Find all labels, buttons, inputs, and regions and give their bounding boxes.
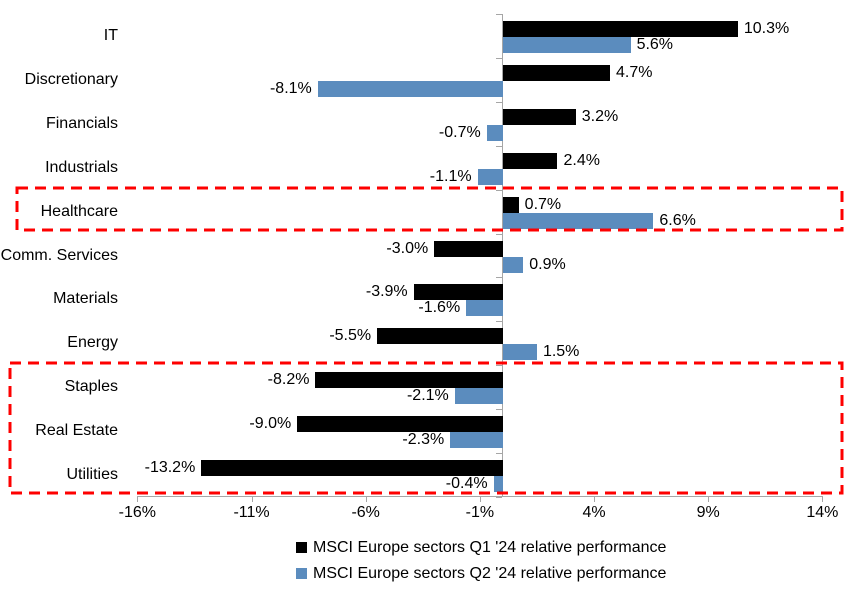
y-axis-tick xyxy=(496,57,503,59)
value-label-q2-real-estate: -2.3% xyxy=(402,431,445,449)
x-axis-tick xyxy=(822,496,824,502)
x-tick-label: -6% xyxy=(351,504,380,521)
bar-q2-financials xyxy=(486,124,503,141)
value-label-q1-materials: -3.9% xyxy=(365,283,408,301)
value-label-q2-healthcare: 6.6% xyxy=(659,211,696,229)
x-axis-tick xyxy=(708,496,710,502)
bar-q1-staples xyxy=(315,372,503,389)
legend: MSCI Europe sectors Q1 '24 relative perf… xyxy=(296,538,666,590)
legend-label-q2: MSCI Europe sectors Q2 '24 relative perf… xyxy=(313,564,667,582)
category-label-financials: Financials xyxy=(45,114,118,132)
value-label-q1-utilities: -13.2% xyxy=(144,459,196,477)
category-label-discretionary: Discretionary xyxy=(24,70,118,88)
x-axis-tick xyxy=(251,496,253,502)
bar-q1-energy xyxy=(377,328,503,345)
value-label-q1-healthcare: 0.7% xyxy=(524,195,562,213)
category-label-utilities: Utilities xyxy=(66,466,118,484)
bar-q1-utilities xyxy=(201,460,503,477)
bar-q1-it xyxy=(502,21,738,37)
value-label-q1-energy: -5.5% xyxy=(329,327,372,345)
x-tick-label: 9% xyxy=(696,504,720,521)
category-label-real-estate: Real Estate xyxy=(35,422,118,440)
bar-q2-comm-services xyxy=(502,256,524,273)
x-axis-tick xyxy=(594,496,596,502)
value-label-q1-it: 10.3% xyxy=(743,20,790,37)
value-label-q2-financials: -0.7% xyxy=(438,123,481,141)
y-axis-tick xyxy=(496,189,503,191)
value-label-q2-energy: 1.5% xyxy=(542,343,580,361)
bar-q1-industrials xyxy=(502,152,558,169)
value-label-q2-staples: -2.1% xyxy=(406,387,449,405)
bar-q1-healthcare xyxy=(502,196,519,213)
value-label-q1-financials: 3.2% xyxy=(581,107,619,125)
x-axis-tick xyxy=(365,496,367,502)
bar-q2-utilities xyxy=(493,476,503,493)
bar-q2-industrials xyxy=(477,168,503,185)
bar-q1-comm-services xyxy=(434,240,503,257)
y-axis-tick xyxy=(496,321,503,323)
legend-item-q2: MSCI Europe sectors Q2 '24 relative perf… xyxy=(296,564,666,583)
bar-q1-financials xyxy=(502,108,576,125)
y-axis-tick xyxy=(496,145,503,147)
bar-q2-staples xyxy=(454,388,503,405)
value-label-q2-discretionary: -8.1% xyxy=(269,79,312,97)
category-label-comm-services: Comm. Services xyxy=(0,246,118,264)
bar-q2-healthcare xyxy=(502,212,654,229)
category-label-healthcare: Healthcare xyxy=(40,202,118,220)
bar-q2-discretionary xyxy=(317,80,503,97)
bar-q1-real-estate xyxy=(297,416,503,433)
y-axis-tick xyxy=(496,453,503,455)
category-label-energy: Energy xyxy=(67,334,118,352)
bar-q2-it xyxy=(502,37,631,53)
y-axis-tick xyxy=(496,233,503,235)
value-label-q2-industrials: -1.1% xyxy=(429,167,472,185)
x-tick-label: -16% xyxy=(118,504,157,521)
value-label-q2-materials: -1.6% xyxy=(418,299,461,317)
bar-q2-materials xyxy=(466,300,503,317)
category-label-industrials: Industrials xyxy=(45,158,118,176)
value-label-q1-industrials: 2.4% xyxy=(563,151,600,169)
x-tick-label: -11% xyxy=(233,504,270,521)
category-label-materials: Materials xyxy=(53,290,118,308)
y-axis-tick xyxy=(496,277,503,279)
y-axis-tick xyxy=(496,497,503,498)
value-label-q1-comm-services: -3.0% xyxy=(386,239,429,257)
value-label-q1-real-estate: -9.0% xyxy=(249,415,292,433)
value-label-q2-utilities: -0.4% xyxy=(445,475,488,493)
x-tick-label: 4% xyxy=(582,504,606,521)
legend-label-q1: MSCI Europe sectors Q1 '24 relative perf… xyxy=(313,538,667,556)
q2-series-swatch-icon xyxy=(296,568,307,579)
q1-series-swatch-icon xyxy=(296,542,307,553)
y-axis-tick xyxy=(496,101,503,103)
y-axis-line xyxy=(502,14,504,497)
bar-q2-energy xyxy=(502,344,537,361)
value-label-q1-staples: -8.2% xyxy=(267,371,310,389)
x-tick-label: -1% xyxy=(465,504,495,521)
value-label-q1-discretionary: 4.7% xyxy=(616,63,653,81)
bar-q1-materials xyxy=(413,284,503,301)
legend-item-q1: MSCI Europe sectors Q1 '24 relative perf… xyxy=(296,538,666,557)
x-tick-label: 14% xyxy=(806,504,839,521)
y-axis-tick xyxy=(496,14,503,15)
x-axis-tick xyxy=(479,496,481,502)
bar-q2-real-estate xyxy=(450,432,503,449)
y-axis-tick xyxy=(496,365,503,367)
value-label-q2-it: 5.6% xyxy=(636,36,674,53)
y-axis-tick xyxy=(496,409,503,411)
bar-q1-discretionary xyxy=(502,64,610,81)
category-label-it: IT xyxy=(103,26,118,44)
value-label-q2-comm-services: 0.9% xyxy=(529,255,566,273)
x-axis-tick xyxy=(137,496,139,502)
category-label-staples: Staples xyxy=(64,378,118,396)
